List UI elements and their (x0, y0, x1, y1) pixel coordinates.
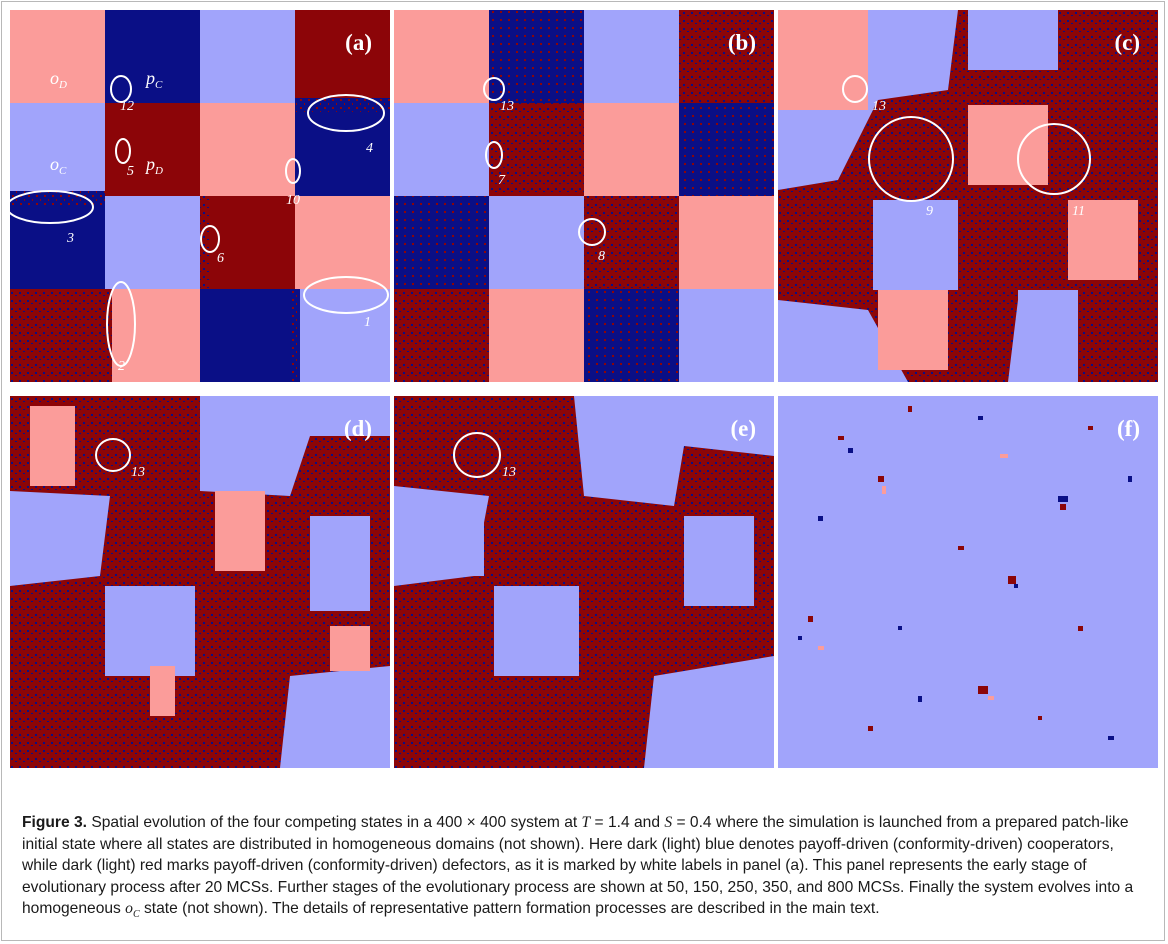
label-oD: oD (50, 68, 67, 91)
caption-text: state (not shown). The details of repres… (139, 900, 880, 917)
caption-text: = 0.4 where the simulation is launched f… (22, 814, 1134, 917)
caption-figure-label: Figure 3. (22, 814, 87, 831)
annotation-number: 13 (502, 465, 516, 480)
annotation-number: 13 (500, 99, 514, 114)
caption-text: = 1.4 and (590, 814, 665, 831)
panel-b-lattice: 13 7 8 (394, 10, 774, 382)
panel-f-lattice (778, 396, 1158, 768)
panel-label: (f) (1117, 416, 1140, 441)
panel-e: 13 (e) (394, 396, 774, 768)
panel-f: (f) (778, 396, 1158, 768)
caption-symbol-S: S (664, 814, 673, 831)
annotation-number: 2 (118, 359, 125, 374)
panel-label: (c) (1114, 30, 1140, 55)
panel-e-lattice: 13 (394, 396, 774, 768)
label-oC: oC (50, 154, 67, 177)
label-pD: pD (144, 154, 163, 177)
panel-label: (b) (727, 30, 756, 55)
annotation-number: 13 (131, 465, 145, 480)
annotation-number: 8 (598, 249, 605, 264)
annotation-number: 5 (127, 164, 134, 179)
figure-caption: Figure 3. Spatial evolution of the four … (22, 812, 1146, 926)
panel-b: 13 7 8 (b) (394, 10, 774, 382)
panel-label: (a) (345, 30, 372, 55)
annotation-number: 6 (217, 251, 224, 266)
annotation-number: 12 (120, 99, 134, 114)
panel-label: (d) (343, 416, 372, 441)
panel-label: (e) (730, 416, 756, 441)
annotation-number: 1 (364, 315, 371, 330)
panel-d-lattice: 13 (10, 396, 390, 768)
panel-a: oD pC oC pD 12 4 5 10 3 6 1 2 (a) (10, 10, 390, 382)
annotation-number: 7 (498, 173, 506, 188)
annotation-number: 13 (872, 99, 886, 114)
annotation-number: 4 (366, 141, 373, 156)
annotation-number: 3 (66, 231, 74, 246)
caption-text: Spatial evolution of the four competing … (87, 814, 582, 831)
annotation-number: 10 (286, 193, 300, 208)
annotation-number: 9 (926, 204, 933, 219)
label-pC: pC (144, 68, 163, 91)
panel-c-lattice: 13 9 11 (778, 10, 1158, 382)
panel-d: 13 (d) (10, 396, 390, 768)
scattered-clusters (798, 406, 1132, 740)
annotation-number: 11 (1072, 204, 1085, 219)
caption-symbol-oc: oC (125, 900, 140, 921)
panel-c: 13 9 11 (c) (778, 10, 1158, 382)
caption-symbol-T: T (581, 814, 591, 831)
panel-a-lattice: oD pC oC pD 12 4 5 10 3 6 1 2 (10, 10, 390, 382)
